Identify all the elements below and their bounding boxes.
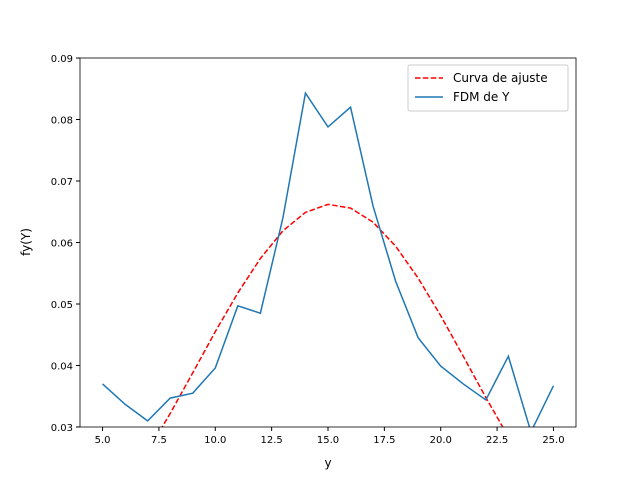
legend-label: FDM de Y [453,90,510,104]
x-axis-label: y [324,456,331,470]
legend-box [407,64,569,112]
legend-label: Curva de ajuste [453,71,548,85]
x-tick-label: 5.0 [95,435,111,446]
x-tick-label: 7.5 [151,435,167,446]
y-tick-label: 0.05 [51,300,73,311]
y-tick-label: 0.04 [51,362,73,373]
y-tick-label: 0.03 [51,423,73,434]
data-line [102,91,555,427]
x-tick-label: 20.0 [430,435,452,446]
x-tick-label: 25.0 [542,435,564,446]
plot-area [102,91,555,427]
x-tick-label: 22.5 [486,435,508,446]
y-tick-label: 0.09 [51,54,73,65]
y-tick-label: 0.06 [51,239,73,250]
y-axis-label: fy(Y) [19,228,33,256]
y-tick-label: 0.07 [51,177,73,188]
plot-frame [79,57,577,428]
x-tick-label: 12.5 [261,435,283,446]
x-tick-label: 15.0 [317,435,339,446]
x-tick-label: 17.5 [373,435,395,446]
y-tick-label: 0.08 [51,116,73,127]
data-line [161,203,504,427]
x-tick-label: 10.0 [204,435,226,446]
